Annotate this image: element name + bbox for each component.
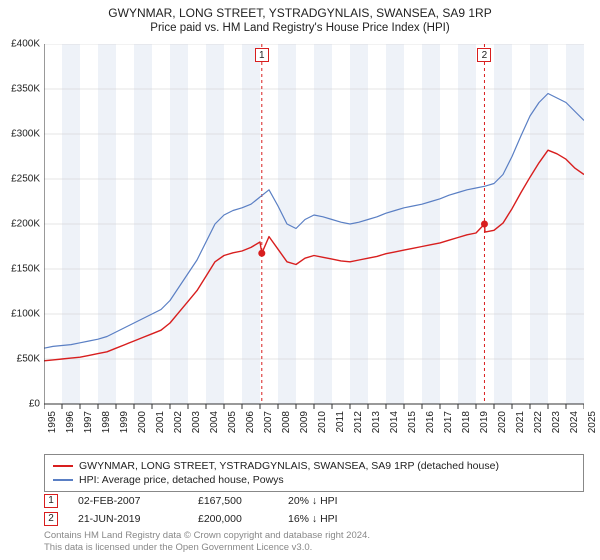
y-tick-label: £50K bbox=[17, 354, 40, 365]
x-tick-label: 2000 bbox=[137, 411, 148, 433]
y-tick-label: £0 bbox=[29, 399, 40, 410]
y-tick-label: £100K bbox=[11, 309, 40, 320]
y-tick-label: £300K bbox=[11, 129, 40, 140]
marker-date: 02-FEB-2007 bbox=[78, 492, 178, 510]
marker-price: £200,000 bbox=[198, 510, 268, 528]
chart-title: GWYNMAR, LONG STREET, YSTRADGYNLAIS, SWA… bbox=[0, 6, 600, 20]
x-tick-label: 2009 bbox=[299, 411, 310, 433]
x-tick-label: 2020 bbox=[497, 411, 508, 433]
title-block: GWYNMAR, LONG STREET, YSTRADGYNLAIS, SWA… bbox=[0, 0, 600, 34]
legend-swatch bbox=[53, 479, 73, 481]
x-tick-label: 2025 bbox=[587, 411, 598, 433]
legend-item: HPI: Average price, detached house, Powy… bbox=[53, 473, 575, 487]
marker-flag: 1 bbox=[255, 48, 269, 62]
marker-flag: 2 bbox=[477, 48, 491, 62]
legend-label: GWYNMAR, LONG STREET, YSTRADGYNLAIS, SWA… bbox=[79, 459, 499, 473]
x-tick-label: 2006 bbox=[245, 411, 256, 433]
copyright-notice: Contains HM Land Registry data © Crown c… bbox=[44, 530, 370, 554]
x-tick-label: 2002 bbox=[173, 411, 184, 433]
y-tick-label: £350K bbox=[11, 84, 40, 95]
x-tick-label: 2013 bbox=[371, 411, 382, 433]
x-tick-label: 2023 bbox=[551, 411, 562, 433]
x-tick-label: 2007 bbox=[263, 411, 274, 433]
x-tick-label: 2001 bbox=[155, 411, 166, 433]
x-tick-label: 2010 bbox=[317, 411, 328, 433]
y-tick-label: £400K bbox=[11, 39, 40, 50]
x-tick-label: 2011 bbox=[335, 411, 346, 433]
legend-label: HPI: Average price, detached house, Powy… bbox=[79, 473, 284, 487]
x-tick-label: 2018 bbox=[461, 411, 472, 433]
x-tick-label: 2005 bbox=[227, 411, 238, 433]
chart-container: GWYNMAR, LONG STREET, YSTRADGYNLAIS, SWA… bbox=[0, 0, 600, 560]
chart-plot-area bbox=[44, 44, 584, 428]
chart-subtitle: Price paid vs. HM Land Registry's House … bbox=[0, 22, 600, 34]
legend-item: GWYNMAR, LONG STREET, YSTRADGYNLAIS, SWA… bbox=[53, 459, 575, 473]
y-tick-label: £200K bbox=[11, 219, 40, 230]
x-tick-label: 2024 bbox=[569, 411, 580, 433]
x-tick-label: 2022 bbox=[533, 411, 544, 433]
marker-delta: 20% ↓ HPI bbox=[288, 492, 378, 510]
x-tick-label: 2015 bbox=[407, 411, 418, 433]
marker-delta: 16% ↓ HPI bbox=[288, 510, 378, 528]
x-tick-label: 2021 bbox=[515, 411, 526, 433]
table-row: 2 21-JUN-2019 £200,000 16% ↓ HPI bbox=[44, 510, 584, 528]
marker-badge: 2 bbox=[44, 512, 58, 526]
x-tick-label: 1996 bbox=[65, 411, 76, 433]
marker-table: 1 02-FEB-2007 £167,500 20% ↓ HPI 2 21-JU… bbox=[44, 492, 584, 528]
x-tick-label: 2019 bbox=[479, 411, 490, 433]
legend: GWYNMAR, LONG STREET, YSTRADGYNLAIS, SWA… bbox=[44, 454, 584, 492]
x-tick-label: 1995 bbox=[47, 411, 58, 433]
x-tick-label: 1997 bbox=[83, 411, 94, 433]
marker-date: 21-JUN-2019 bbox=[78, 510, 178, 528]
copyright-line: Contains HM Land Registry data © Crown c… bbox=[44, 530, 370, 542]
x-tick-label: 1999 bbox=[119, 411, 130, 433]
x-tick-label: 2016 bbox=[425, 411, 436, 433]
x-tick-label: 2003 bbox=[191, 411, 202, 433]
marker-badge: 1 bbox=[44, 494, 58, 508]
x-tick-label: 2014 bbox=[389, 411, 400, 433]
legend-swatch bbox=[53, 465, 73, 467]
y-tick-label: £250K bbox=[11, 174, 40, 185]
table-row: 1 02-FEB-2007 £167,500 20% ↓ HPI bbox=[44, 492, 584, 510]
x-tick-label: 2004 bbox=[209, 411, 220, 433]
x-tick-label: 2017 bbox=[443, 411, 454, 433]
y-tick-label: £150K bbox=[11, 264, 40, 275]
marker-price: £167,500 bbox=[198, 492, 268, 510]
x-tick-label: 1998 bbox=[101, 411, 112, 433]
copyright-line: This data is licensed under the Open Gov… bbox=[44, 542, 370, 554]
x-tick-label: 2008 bbox=[281, 411, 292, 433]
x-tick-label: 2012 bbox=[353, 411, 364, 433]
